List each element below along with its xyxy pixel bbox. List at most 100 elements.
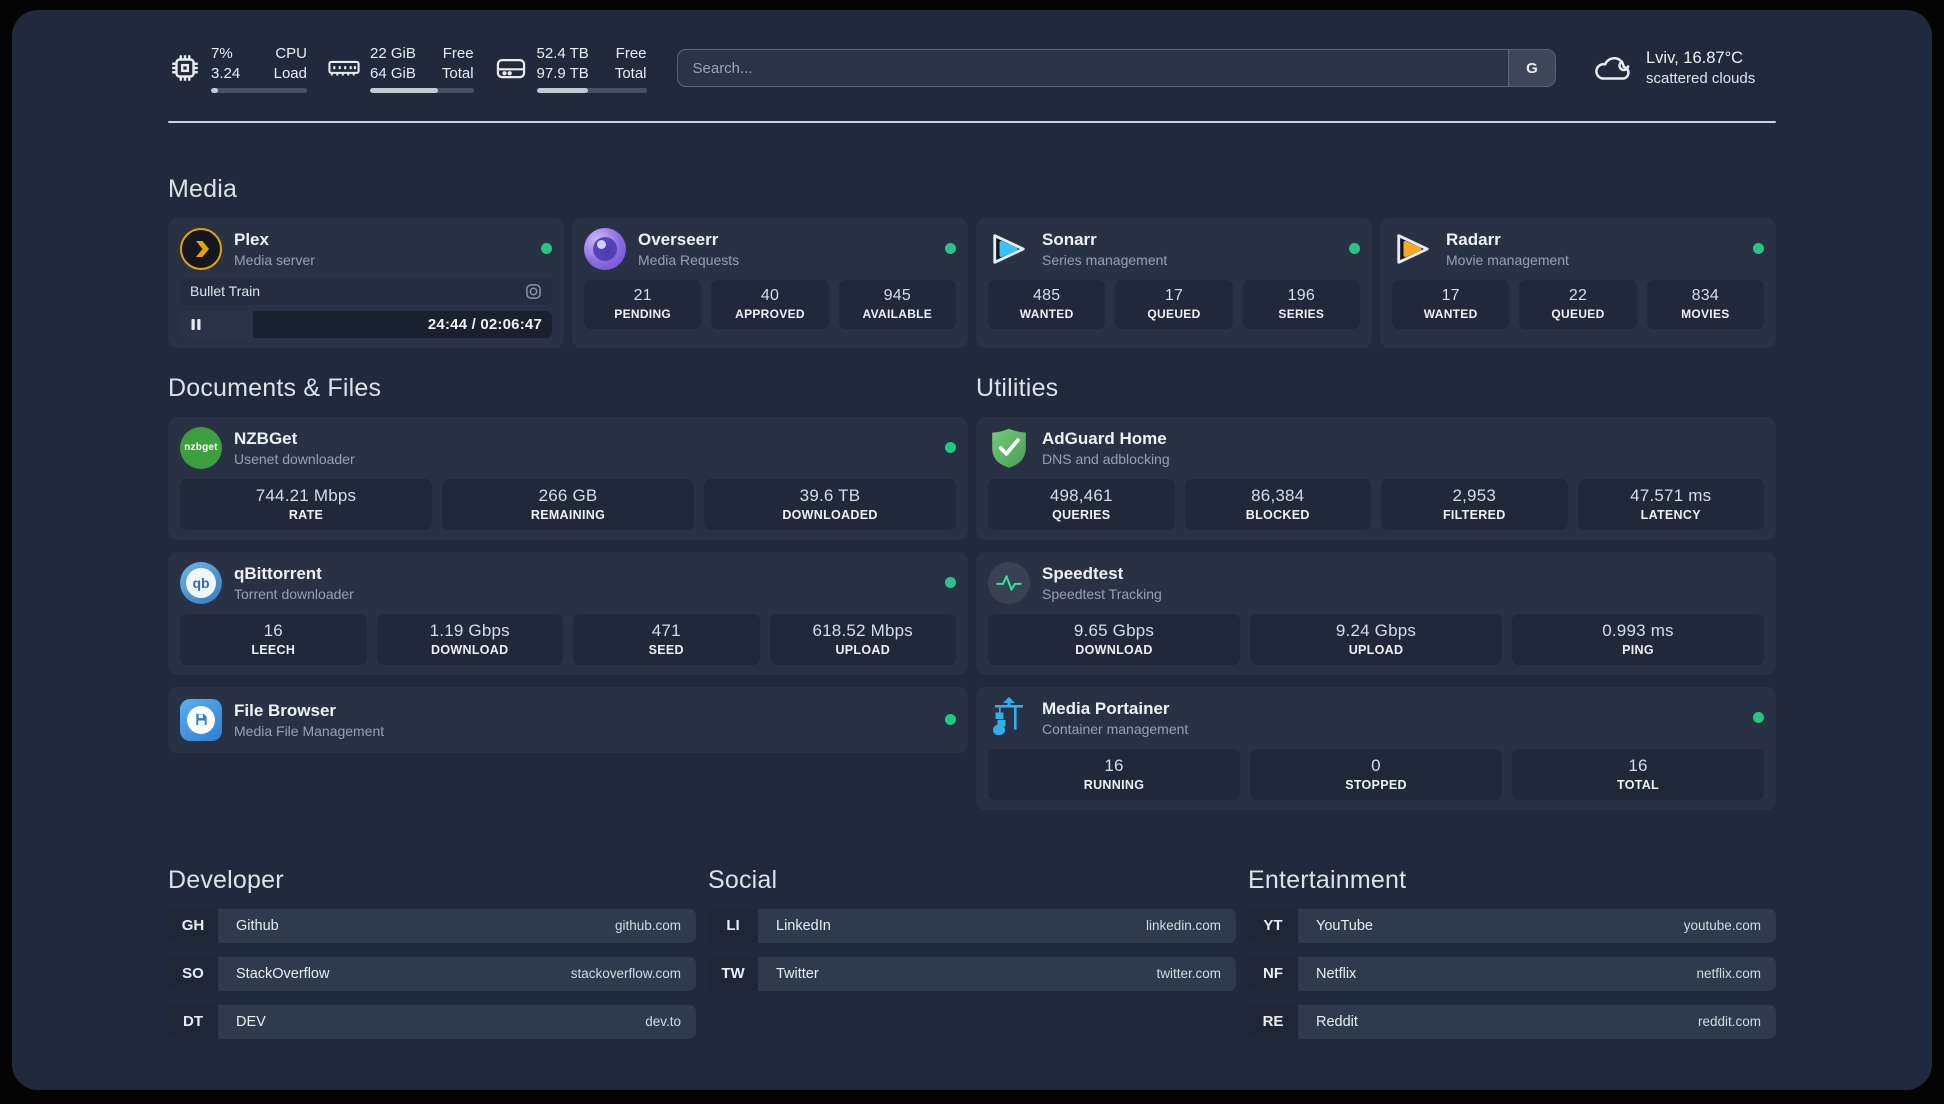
portainer-card[interactable]: Media Portainer Container management 16 …	[976, 686, 1776, 810]
plex-card[interactable]: Plex Media server Bullet Train	[168, 217, 564, 348]
search-engine-button[interactable]: G	[1508, 50, 1555, 87]
section-developer: Developer GH Github github.com SO StackO…	[168, 866, 696, 1053]
bookmark-abbr: SO	[168, 956, 218, 991]
disk-total-value: 97.9 TB	[536, 64, 589, 82]
bookmark-dev[interactable]: DT DEV dev.to	[168, 1004, 696, 1039]
bookmark-netflix[interactable]: NF Netflix netflix.com	[1248, 956, 1776, 991]
ram-widget: 22 GiB 64 GiB Free Total	[327, 44, 474, 93]
app-name: Media Portainer	[1042, 698, 1170, 718]
bookmark-url: reddit.com	[1697, 1014, 1761, 1030]
stat-ping: 0.993 ms PING	[1512, 613, 1764, 665]
stat-seed: 471 SEED	[573, 613, 760, 665]
bookmark-youtube[interactable]: YT YouTube youtube.com	[1248, 908, 1776, 943]
bookmark-abbr: DT	[168, 1004, 218, 1039]
bookmark-url: dev.to	[645, 1014, 681, 1030]
bookmark-stackoverflow[interactable]: SO StackOverflow stackoverflow.com	[168, 956, 696, 991]
stat-queries: 498,461 QUERIES	[988, 478, 1175, 530]
pause-icon[interactable]	[190, 318, 202, 331]
disk-widget: 52.4 TB 97.9 TB Free Total	[494, 44, 647, 93]
cpu-widget: 7% 3.24 CPU Load	[168, 44, 307, 93]
app-name: Overseerr	[638, 229, 719, 249]
weather-condition: scattered clouds	[1646, 70, 1756, 88]
bookmark-reddit[interactable]: RE Reddit reddit.com	[1248, 1004, 1776, 1039]
header-divider	[168, 120, 1776, 123]
media-type-icon	[525, 283, 542, 300]
stat-approved: 40 APPROVED	[711, 279, 829, 329]
plex-icon	[180, 227, 222, 270]
now-playing-title: Bullet Train	[190, 283, 261, 300]
stat-queued: 17 QUEUED	[1115, 279, 1233, 329]
filebrowser-card[interactable]: File Browser Media File Management	[168, 686, 968, 753]
disk-total-label: Total	[614, 64, 647, 82]
stat-movies: 834 MOVIES	[1646, 279, 1764, 329]
stat-blocked: 86,384 BLOCKED	[1184, 478, 1371, 530]
app-name: Plex	[234, 229, 269, 249]
status-dot	[541, 243, 552, 255]
ram-total-label: Total	[441, 64, 474, 82]
bookmark-name: Github	[236, 917, 279, 934]
speedtest-card[interactable]: Speedtest Speedtest Tracking 9.65 Gbps D…	[976, 551, 1776, 675]
bookmark-url: stackoverflow.com	[570, 966, 681, 982]
section-media: Media Plex Media server	[168, 175, 1776, 348]
stat-wanted: 485 WANTED	[988, 279, 1106, 329]
status-dot	[945, 714, 956, 726]
app-description: Series management	[1042, 251, 1168, 268]
app-name: NZBGet	[234, 428, 298, 448]
weather-location-temp: Lviv, 16.87°C	[1646, 49, 1744, 68]
ram-progressbar	[370, 87, 474, 93]
cpu-load-value: 3.24	[211, 64, 241, 82]
cpu-label: CPU	[275, 45, 307, 62]
now-playing-progressbar[interactable]: 24:44 / 02:06:47	[180, 310, 552, 338]
status-dot	[945, 442, 956, 454]
status-dot	[1753, 243, 1764, 255]
qbittorrent-card[interactable]: qb qBittorrent Torrent downloader 16 LEE…	[168, 551, 968, 675]
section-social: Social LI LinkedIn linkedin.com TW Twitt…	[708, 866, 1236, 1053]
section-title-entertainment: Entertainment	[1248, 865, 1407, 894]
weather-widget: Lviv, 16.87°C scattered clouds	[1590, 49, 1776, 87]
status-dot	[945, 577, 956, 589]
search-bar: G	[676, 49, 1556, 88]
bookmark-abbr: GH	[168, 908, 218, 943]
bookmark-url: linkedin.com	[1145, 918, 1221, 934]
app-name: AdGuard Home	[1042, 428, 1167, 448]
overseerr-card[interactable]: Overseerr Media Requests 21 PENDING 40 A…	[572, 217, 968, 348]
playback-time: 24:44 / 02:06:47	[427, 315, 542, 333]
stat-stopped: 0 STOPPED	[1250, 748, 1502, 800]
stat-filtered: 2,953 FILTERED	[1381, 478, 1568, 530]
section-title-media: Media	[168, 174, 238, 203]
app-description: Usenet downloader	[234, 450, 355, 467]
radarr-card[interactable]: Radarr Movie management 17 WANTED 22 QUE…	[1380, 217, 1776, 348]
now-playing-title-row: Bullet Train	[180, 277, 552, 305]
app-name: Sonarr	[1042, 229, 1097, 249]
search-input[interactable]	[677, 50, 1508, 87]
nzbget-icon: nzbget	[180, 426, 222, 469]
bookmark-abbr: RE	[1248, 1004, 1298, 1039]
stat-total: 16 TOTAL	[1512, 748, 1764, 800]
status-dot	[1349, 243, 1360, 255]
topbar: 7% 3.24 CPU Load	[168, 44, 1776, 93]
adguard-card[interactable]: AdGuard Home DNS and adblocking 498,461 …	[976, 416, 1776, 540]
stat-wanted: 17 WANTED	[1392, 279, 1510, 329]
app-name: Speedtest	[1042, 563, 1124, 583]
plex-now-playing: Bullet Train	[180, 277, 552, 338]
stat-queued: 22 QUEUED	[1519, 279, 1637, 329]
stat-upload: 9.24 Gbps UPLOAD	[1250, 613, 1502, 665]
portainer-icon	[988, 696, 1030, 739]
app-name: qBittorrent	[234, 563, 322, 583]
ram-free-label: Free	[442, 45, 474, 62]
bookmark-linkedin[interactable]: LI LinkedIn linkedin.com	[708, 908, 1236, 943]
disk-free-label: Free	[615, 45, 647, 62]
adguard-icon	[988, 427, 1030, 469]
bookmark-name: YouTube	[1316, 917, 1373, 934]
stat-pending: 21 PENDING	[584, 279, 702, 329]
nzbget-card[interactable]: nzbget NZBGet Usenet downloader 744.21 M…	[168, 416, 968, 540]
app-description: Media Requests	[638, 251, 740, 268]
stat-downloaded: 39.6 TB DOWNLOADED	[704, 478, 956, 530]
sonarr-card[interactable]: Sonarr Series management 485 WANTED 17 Q…	[976, 217, 1372, 348]
bookmark-url: github.com	[614, 918, 681, 934]
stat-upload: 618.52 Mbps UPLOAD	[769, 613, 956, 665]
bookmark-abbr: YT	[1248, 908, 1298, 943]
bookmark-twitter[interactable]: TW Twitter twitter.com	[708, 956, 1236, 991]
bookmark-github[interactable]: GH Github github.com	[168, 908, 696, 943]
ram-icon	[327, 55, 361, 81]
